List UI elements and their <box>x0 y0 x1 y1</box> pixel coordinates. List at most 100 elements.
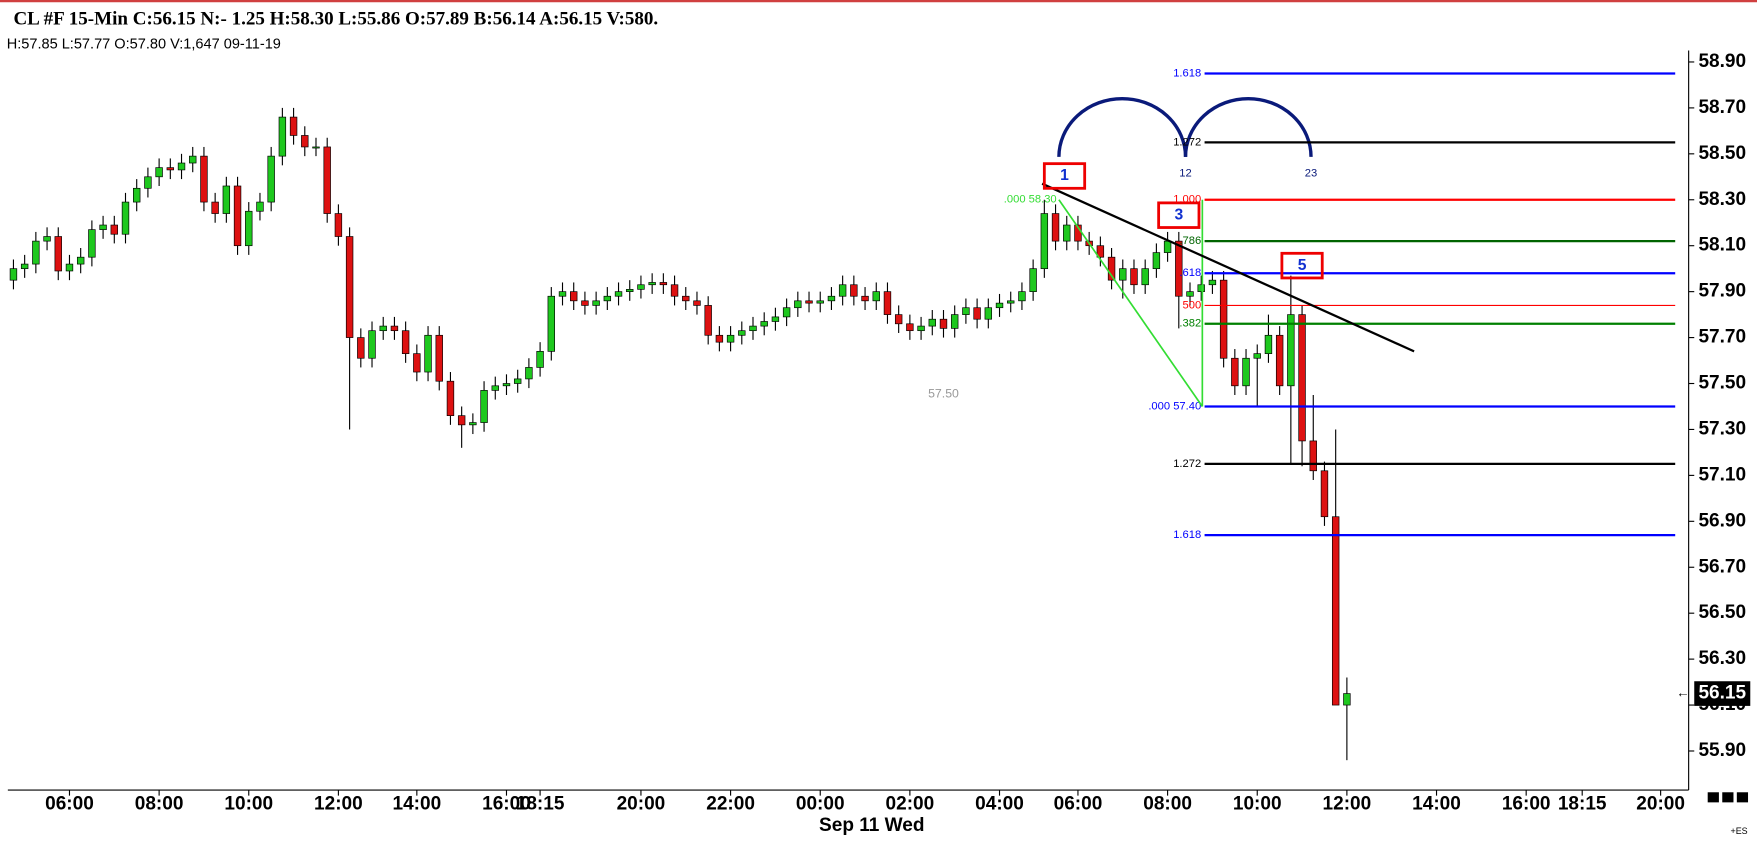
y-tick-label: 57.30 <box>1698 418 1746 439</box>
candle-body <box>1331 516 1340 706</box>
candle-body <box>469 422 477 426</box>
last-price-box <box>1694 681 1751 706</box>
x-tick-label: 10:00 <box>1233 794 1282 815</box>
y-tick-label: 57.50 <box>1698 373 1746 394</box>
fib-label: 500 <box>1183 299 1202 311</box>
candle-body <box>200 155 208 203</box>
candle-body <box>233 185 242 247</box>
x-tick-label: 10:00 <box>224 794 273 815</box>
y-tick-label: 57.10 <box>1698 464 1746 485</box>
x-tick-label: 16:00 <box>482 794 531 815</box>
candle-body <box>245 210 253 247</box>
candle-body <box>32 240 40 265</box>
candle-body <box>1287 314 1295 387</box>
candle-body <box>211 201 219 214</box>
candle-body <box>43 236 51 242</box>
scroll-icons <box>1707 792 1749 803</box>
candle-body <box>581 300 589 306</box>
trendline <box>1041 182 1415 353</box>
candle-body <box>513 378 522 384</box>
candle-body <box>637 284 645 290</box>
swing-label: .000 58.30 <box>1004 194 1057 206</box>
candle-body <box>1152 252 1161 270</box>
x-tick-label: 14:00 <box>1412 794 1461 815</box>
candle-body <box>1320 470 1329 518</box>
candle-body <box>379 325 387 332</box>
candle-body <box>1231 357 1239 387</box>
candle-body <box>189 155 197 164</box>
x-tick-label: 20:00 <box>617 794 666 815</box>
candle-body <box>693 300 701 306</box>
candle-body <box>121 201 130 235</box>
x-tick-label: 20:00 <box>1636 794 1685 815</box>
candle-body <box>950 314 959 329</box>
candle-body <box>1197 284 1205 292</box>
fib-label: 1.618 <box>1173 529 1201 541</box>
candle-body <box>536 351 544 368</box>
cycle-label: 12 <box>1179 168 1191 180</box>
y-tick-label: 56.90 <box>1698 510 1746 531</box>
candle-body <box>1309 440 1317 472</box>
candle-body <box>1219 279 1228 359</box>
candle-body <box>301 135 309 148</box>
candle-body <box>357 337 365 359</box>
y-tick-label: 58.50 <box>1698 143 1746 164</box>
wave-label: 1 <box>1060 167 1069 184</box>
x-tick-label: 12:00 <box>314 794 363 815</box>
x-tick-label: 22:00 <box>706 794 755 815</box>
candle-body <box>547 295 556 352</box>
wave-box <box>1280 251 1324 280</box>
candle-body <box>984 307 993 320</box>
x-tick-label: 04:00 <box>975 794 1024 815</box>
candle-body <box>435 334 443 382</box>
candle-body <box>1119 268 1127 281</box>
candle-body <box>626 289 634 292</box>
candle-body <box>682 295 690 302</box>
candle-body <box>715 334 724 343</box>
candle-body <box>995 302 1004 309</box>
candle-body <box>1040 213 1049 270</box>
candle-body <box>827 295 836 302</box>
candle-body <box>54 236 62 272</box>
x-tick-label: 06:00 <box>1054 794 1103 815</box>
candle-body <box>133 187 141 203</box>
fib-label: 1.618 <box>1173 67 1201 79</box>
price-note: 57.50 <box>928 387 959 401</box>
candle-body <box>570 291 578 302</box>
candle-body <box>805 300 813 304</box>
candle-body <box>1275 334 1284 387</box>
candle-body <box>738 330 746 336</box>
candle-body <box>1163 240 1172 253</box>
candle-body <box>939 318 948 329</box>
candle-body <box>1018 291 1026 302</box>
candle-body <box>872 291 880 302</box>
candle-body <box>1264 334 1273 354</box>
y-tick-label: 58.70 <box>1698 97 1746 118</box>
candle-body <box>592 300 600 306</box>
candle-body <box>648 282 656 286</box>
candle-body <box>861 295 869 302</box>
candle-body <box>76 256 85 265</box>
cycle-label: 23 <box>1305 168 1317 180</box>
x-tick-label: 08:00 <box>1143 794 1192 815</box>
x-tick-label: 06:00 <box>45 794 94 815</box>
y-tick-label: 58.30 <box>1698 189 1746 210</box>
candle-body <box>838 284 847 297</box>
candle-body <box>110 224 118 235</box>
candle-body <box>491 385 499 391</box>
candle-body <box>1007 300 1015 304</box>
candle-body <box>614 291 623 297</box>
candle-body <box>222 185 231 214</box>
candle-body <box>760 321 768 327</box>
candle-body <box>794 300 802 309</box>
x-tick-label: 18:15 <box>516 794 565 815</box>
candle-body <box>558 291 567 297</box>
candle-body <box>345 236 354 338</box>
candle-body <box>334 213 343 237</box>
candle-body <box>278 116 287 157</box>
y-tick-label: 55.90 <box>1698 740 1746 761</box>
corner-label: +ES <box>1730 826 1747 836</box>
candle-body <box>99 224 107 230</box>
candle-body <box>480 390 488 423</box>
x-tick-label: 18:15 <box>1558 794 1607 815</box>
